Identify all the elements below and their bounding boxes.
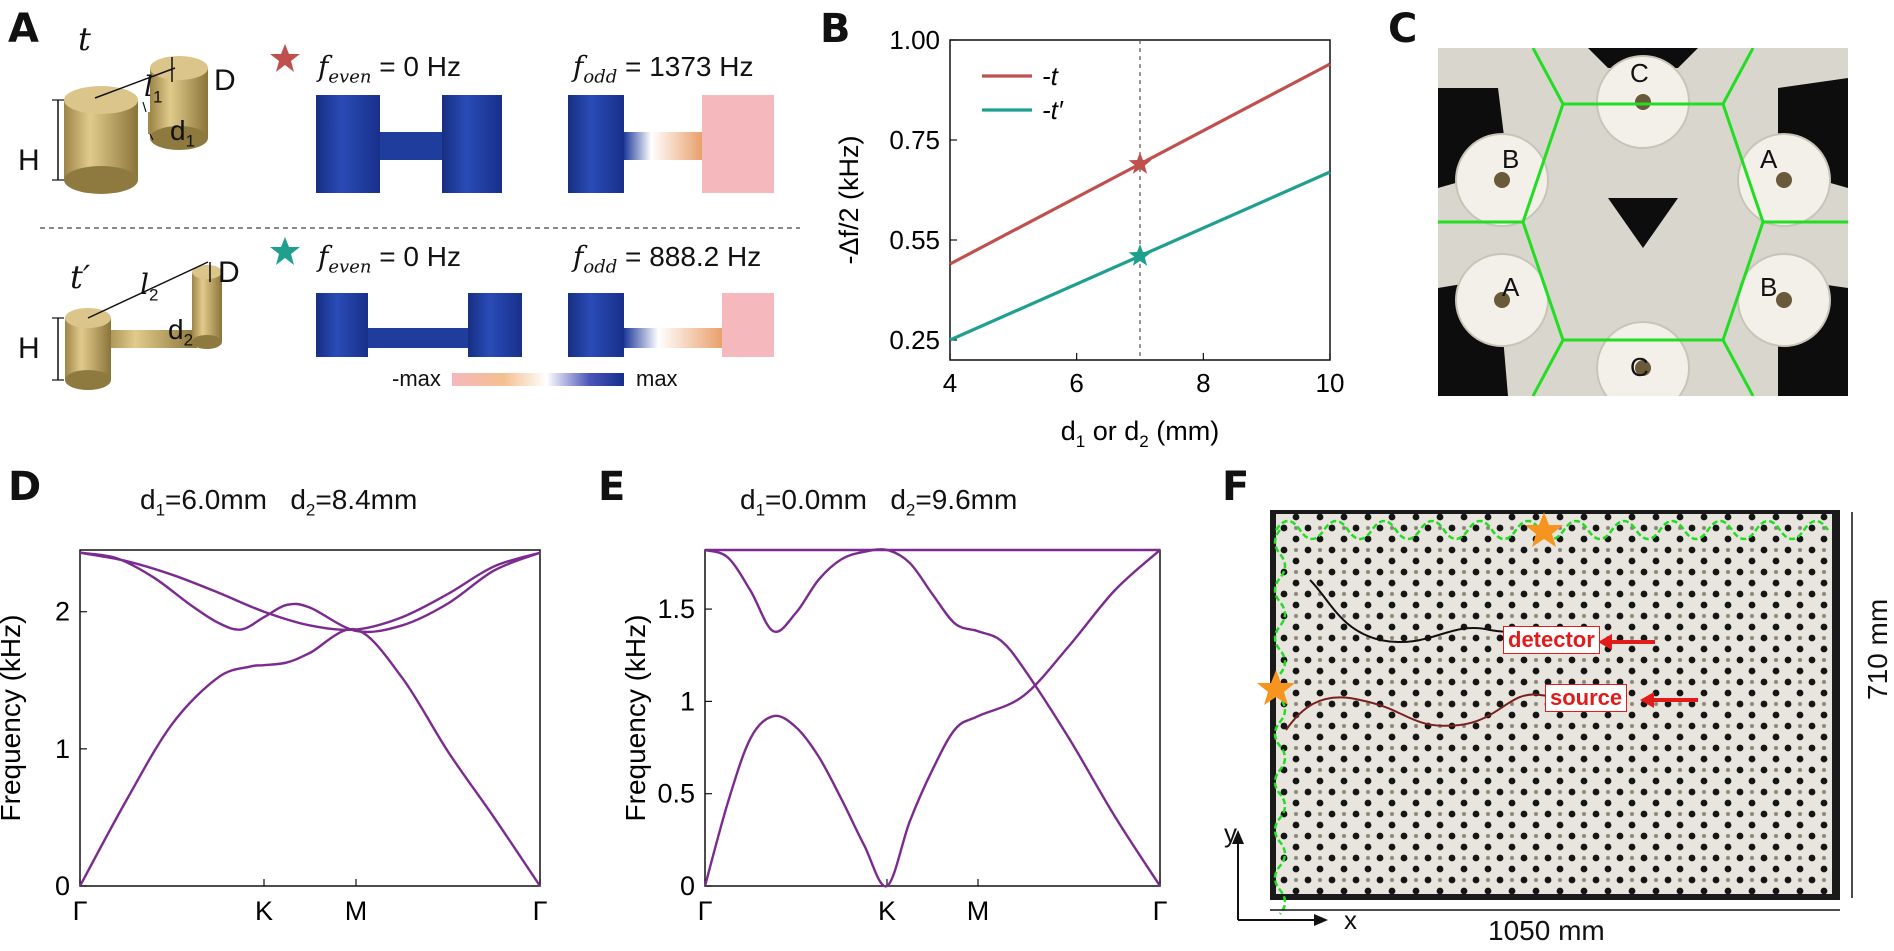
panel-a-label: A <box>8 6 39 52</box>
panel-b-label: B <box>820 6 851 52</box>
y-tick-label: 1.00 <box>889 30 940 55</box>
plot-frame <box>704 549 1161 887</box>
panel-f-photo <box>1232 510 1853 926</box>
panel-e-label: E <box>598 464 626 510</box>
y-tick-label: 1 <box>55 734 70 764</box>
panel-b-chart: 4 6 8 10 0.25 0.55 0.75 1.00 -t -t′ d1 or d2 (mm) -… <box>834 30 1345 450</box>
x-axis-label: x <box>1344 905 1357 935</box>
source-label: source <box>1545 684 1628 712</box>
d2-label: d2 <box>168 314 194 350</box>
site-label-b-right: B <box>1760 272 1778 302</box>
top-star-icon <box>1525 512 1563 547</box>
band-line-1 <box>79 551 541 634</box>
y-tick-label: 2 <box>55 597 70 627</box>
site-label-c-top: C <box>1630 58 1649 88</box>
band-line-1 <box>704 548 1162 887</box>
y-tick-label: 0.55 <box>889 225 940 255</box>
panel-c-label: C <box>1388 6 1418 52</box>
x-tick-label: M <box>967 896 990 926</box>
detector-label: detector <box>1503 626 1600 654</box>
colorbar <box>452 373 624 386</box>
D-label-bottom: D <box>218 256 240 289</box>
bottom-even-mode-image <box>316 293 522 357</box>
y-tick-label: 0 <box>55 871 70 901</box>
x-tick-label: K <box>255 896 273 926</box>
panel-f-label: F <box>1222 464 1250 510</box>
bottom-f-odd-label: fodd = 888.2 Hz <box>573 240 762 278</box>
top-odd-mode-image <box>568 95 774 193</box>
colorbar-max-label: max <box>636 366 678 391</box>
band-line-2 <box>79 551 541 632</box>
y-tick-label: 0.5 <box>657 779 695 809</box>
legend-label-1: -t′ <box>1042 95 1064 125</box>
height-dimension-label: 710 mm <box>1862 598 1893 700</box>
left-star-icon <box>1257 670 1295 705</box>
hopping-t-prime-label: t′ <box>70 258 91 296</box>
x-axis-title: d1 or d2 (mm) <box>1061 416 1219 450</box>
bottom-odd-mode-image <box>568 293 774 357</box>
panel-d-params: d1=6.0mm d2=8.4mm <box>140 484 418 520</box>
y-tick-label: 0.25 <box>889 325 940 355</box>
site-label-c-bottom: C <box>1630 352 1649 382</box>
plot-frame <box>79 549 541 887</box>
y-axis-title: Frequency (kHz) <box>620 615 651 822</box>
x-tick-label: 10 <box>1316 368 1345 398</box>
bottom-f-even-label: feven = 0 Hz <box>318 240 461 278</box>
y-axis-title: -Δf/2 (kHz) <box>834 135 864 264</box>
band-line-0 <box>78 627 541 887</box>
top-dimer-model <box>64 56 208 194</box>
y-tick-label: 1.5 <box>657 594 695 624</box>
x-tick-label: Γ <box>1153 896 1168 926</box>
top-f-odd-label: fodd = 1373 Hz <box>573 50 754 88</box>
y-tick-label: 1 <box>680 686 695 716</box>
panel-e-params: d1=0.0mm d2=9.6mm <box>740 484 1018 520</box>
x-tick-label: Γ <box>533 896 548 926</box>
x-tick-label: M <box>345 896 368 926</box>
colorbar-min-label: -max <box>392 366 441 391</box>
D-label-top: D <box>214 64 236 97</box>
site-label-a-left: A <box>1502 272 1520 302</box>
x-tick-label: Γ <box>698 896 713 926</box>
series-star-icon-0 <box>1128 152 1152 174</box>
series-star-icon-1 <box>1128 244 1152 266</box>
x-tick-label: K <box>878 896 896 926</box>
l1-label: l1 <box>144 70 163 107</box>
x-tick-label: Γ <box>73 896 88 926</box>
red-star-icon <box>270 44 300 72</box>
band-line-0 <box>703 549 1161 888</box>
panel-a-graphic <box>40 44 800 390</box>
hopping-t-label: t <box>78 20 91 58</box>
H-label-top: H <box>18 144 40 177</box>
width-dimension-label: 1050 mm <box>1488 915 1605 946</box>
y-tick-label: 0.75 <box>889 125 940 155</box>
x-tick-label: 6 <box>1069 368 1083 398</box>
x-tick-label: 4 <box>943 368 957 398</box>
l2-label: l2 <box>140 268 159 305</box>
y-tick-label: 0 <box>680 871 695 901</box>
top-even-mode-image <box>316 95 502 193</box>
panel-d-label: D <box>8 464 42 510</box>
top-f-even-label: feven = 0 Hz <box>318 50 461 88</box>
site-label-a-right: A <box>1760 144 1778 174</box>
H-label-bottom: H <box>18 332 40 365</box>
site-label-b-left: B <box>1502 144 1520 174</box>
y-axis-label: y <box>1224 818 1237 848</box>
y-axis-title: Frequency (kHz) <box>0 615 26 822</box>
d1-label: d1 <box>170 115 196 151</box>
teal-star-icon <box>270 237 300 265</box>
panel-c-photo <box>1438 48 1848 396</box>
x-tick-label: 8 <box>1196 368 1210 398</box>
bottom-dimer-model <box>65 265 222 390</box>
legend-label-0: -t <box>1042 61 1060 91</box>
